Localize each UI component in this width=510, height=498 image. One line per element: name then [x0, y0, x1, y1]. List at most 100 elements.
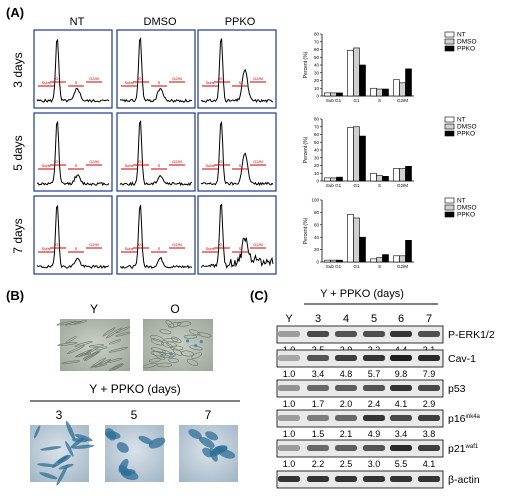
- densitometry-value: 2.4: [368, 399, 381, 409]
- y-tick-label: 50: [314, 140, 320, 145]
- blot-band: [363, 385, 385, 391]
- flow-gate-label: Subs: [41, 80, 50, 85]
- day-label: 7: [205, 408, 212, 422]
- blot-band: [335, 385, 357, 391]
- bar: [393, 79, 400, 97]
- panel-label-c: (C): [250, 288, 268, 303]
- y-tick-label: 0: [316, 179, 319, 184]
- densitometry-value: 4.8: [340, 369, 353, 379]
- bar: [376, 88, 383, 97]
- flow-histogram: Subs G1 S G2/M: [33, 29, 113, 109]
- bar: [370, 258, 377, 263]
- day-label: 3: [56, 408, 63, 422]
- flow-gate-label: G1: [55, 242, 61, 247]
- flow-gate-label: S: [158, 246, 161, 251]
- blot-band: [363, 415, 385, 421]
- phase-contrast-image-young: [56, 319, 131, 372]
- protein-label: P-ERK1/2: [448, 329, 495, 341]
- blot-band: [418, 445, 440, 451]
- y-tick-label: 10: [314, 171, 320, 176]
- densitometry-value: 9.8: [395, 369, 408, 379]
- flow-histogram: Subs G1 S G2/M: [116, 195, 196, 275]
- densitometry-value: 7.9: [423, 369, 436, 379]
- densitometry-value: 1.7: [312, 399, 325, 409]
- flow-gate-label: G2/M: [172, 76, 182, 81]
- y-tick-label: 80: [314, 117, 320, 122]
- flow-histogram: Subs G1 S G2/M: [197, 195, 277, 275]
- y-tick-label: 50: [314, 55, 320, 60]
- blot-band: [418, 415, 440, 421]
- sa-beta-gal-image: [30, 421, 95, 486]
- lane-label: 5: [371, 313, 377, 325]
- bar: [359, 135, 366, 182]
- blot-band: [390, 355, 412, 361]
- image-label-old: O: [170, 302, 179, 316]
- flow-gate-label: Subs: [41, 246, 50, 251]
- bar: [405, 68, 412, 97]
- y-tick-label: 70: [314, 124, 320, 129]
- x-tick-label: G1: [353, 264, 360, 269]
- protein-label: β-actin: [448, 474, 480, 486]
- x-tick-label: Sub G1: [326, 183, 342, 188]
- flow-gate-label: Subs: [205, 80, 214, 85]
- blot-band: [278, 331, 300, 337]
- flow-gate-label: S: [158, 80, 161, 85]
- legend-entry: NT: [457, 32, 466, 39]
- flow-gate-label: Subs: [124, 163, 133, 168]
- bar: [324, 259, 331, 263]
- flow-gate-label: Subs: [124, 246, 133, 251]
- legend-swatch: [444, 130, 455, 137]
- bar: [347, 49, 354, 97]
- y-tick-label: 0: [316, 260, 319, 265]
- bar: [353, 126, 360, 182]
- densitometry-value: 3.4: [395, 429, 408, 439]
- bar: [359, 236, 366, 263]
- protein-label: p21waf1: [448, 443, 479, 455]
- lane-label: 3: [315, 313, 321, 325]
- bar: [399, 255, 406, 263]
- bar: [399, 82, 406, 97]
- y-tick-label: 40: [314, 235, 320, 240]
- timepoint-label: 3 days: [11, 52, 25, 87]
- blot-band: [418, 355, 440, 361]
- blot-band: [307, 415, 329, 421]
- y-tick-label: 10: [314, 86, 320, 91]
- bar: [336, 92, 343, 97]
- timepoint-label: 7 days: [11, 218, 25, 253]
- densitometry-value: 2.1: [340, 429, 353, 439]
- y-tick-label: 20: [314, 78, 320, 83]
- blot-band: [418, 476, 440, 482]
- blot-band: [335, 445, 357, 451]
- x-tick-label: G2/M: [397, 98, 408, 103]
- bar: [382, 254, 389, 263]
- y-tick-label: 30: [314, 155, 320, 160]
- legend-swatch: [444, 45, 455, 52]
- condition-header: NT: [70, 16, 85, 28]
- blot-band: [278, 415, 300, 421]
- legend-entry: DMSO: [457, 124, 477, 131]
- condition-header: PPKO: [225, 16, 256, 28]
- blot-band: [278, 476, 300, 482]
- y-axis-label: Percent (%): [303, 51, 309, 78]
- legend-swatch: [444, 204, 455, 211]
- western-blot-strip: Cav-1 1.0 3.4 4.8 5.7 9.8 7.9: [276, 349, 476, 379]
- y-tick-label: 60: [314, 47, 320, 52]
- x-tick-label: S: [378, 264, 381, 269]
- y-tick-label: 70: [314, 39, 320, 44]
- densitometry-value: 4.1: [395, 399, 408, 409]
- flow-gate-label: G2/M: [253, 159, 263, 164]
- flow-gate-label: S: [239, 246, 242, 251]
- legend-swatch: [444, 116, 455, 123]
- legend-entry: DMSO: [457, 205, 477, 212]
- lane-label: Y: [285, 313, 293, 325]
- flow-gate-label: G1: [219, 76, 225, 81]
- legend-swatch: [444, 197, 455, 204]
- western-blot-strip: p16ink4a 1.0 1.5 2.1 4.9 3.4 3.8: [276, 409, 481, 439]
- y-tick-label: 30: [314, 70, 320, 75]
- densitometry-value: 4.1: [423, 459, 436, 469]
- bar: [393, 255, 400, 263]
- flow-histogram: Subs G1 S G2/M: [33, 112, 113, 192]
- western-blot-strip: p53 1.0 1.7 2.0 2.4 4.1 2.9: [276, 379, 466, 409]
- y-tick-label: 0: [316, 94, 319, 99]
- legend-entry: PPKO: [457, 46, 475, 53]
